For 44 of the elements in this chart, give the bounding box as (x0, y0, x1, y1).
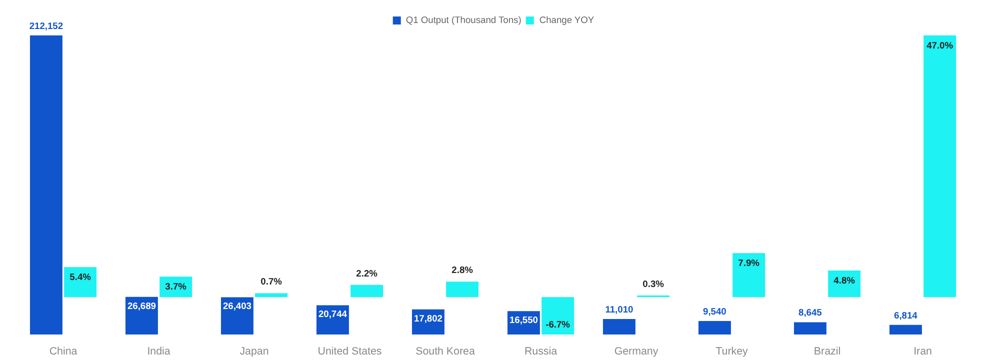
bar (794, 322, 826, 334)
bar (698, 321, 731, 334)
bar (446, 282, 479, 298)
x-tick-label: India (147, 346, 170, 358)
data-label: 9,540 (703, 306, 726, 316)
data-label: 0.3% (642, 278, 665, 289)
data-label: 3.7% (165, 282, 188, 292)
data-label: 47.0% (926, 40, 954, 50)
bar (889, 324, 922, 334)
bar (924, 35, 956, 298)
x-tick-label: South Korea (416, 346, 475, 358)
x-tick-label: Turkey (716, 346, 749, 358)
data-label: 2.8% (452, 265, 474, 276)
bar (602, 318, 636, 334)
bar (732, 253, 766, 298)
data-label: 6,814 (894, 310, 918, 320)
data-label: 7.9% (738, 258, 760, 268)
data-label: 20,744 (318, 309, 348, 320)
data-label: 4.8% (834, 275, 856, 286)
x-tick-label: United States (318, 346, 382, 358)
x-tick-label: Germany (614, 346, 659, 358)
data-label: 212,152 (29, 20, 64, 31)
data-label: 17,802 (414, 313, 442, 324)
x-tick-label: Iran (914, 346, 932, 358)
data-label: 2.2% (356, 268, 378, 278)
x-tick-label: Brazil (814, 346, 841, 358)
data-label: 26,689 (127, 300, 156, 311)
legend-label: Q1 Output (Thousand Tons) (406, 15, 522, 25)
bar (64, 267, 97, 298)
data-label: 26,403 (222, 301, 252, 312)
data-label: -6.7% (546, 320, 571, 330)
data-label: 0.7% (260, 276, 283, 287)
x-tick-label: Japan (240, 346, 269, 358)
data-label: 5.4% (70, 272, 92, 282)
data-label: 16,550 (509, 315, 538, 326)
bar (542, 297, 574, 334)
bar (350, 284, 384, 298)
data-label: 11,010 (605, 304, 634, 314)
data-label: 8,645 (798, 308, 822, 318)
legend-label: Change YOY (539, 15, 594, 25)
x-tick-label: Russia (524, 346, 558, 358)
bar (30, 35, 62, 334)
x-tick-label: China (49, 346, 78, 358)
bar (255, 293, 288, 298)
